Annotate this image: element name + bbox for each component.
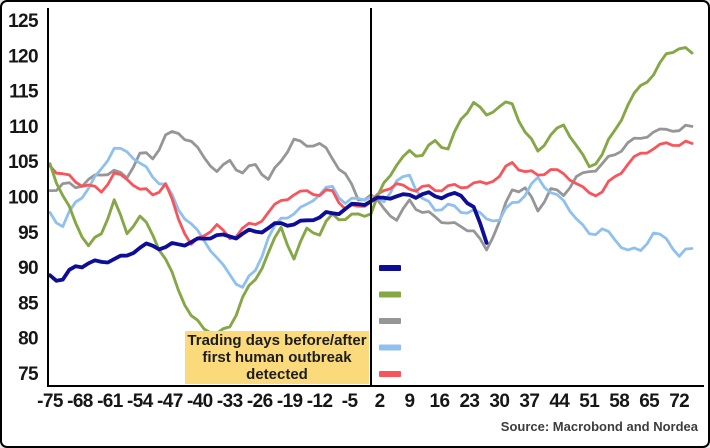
y-tick-label: 110 (9, 117, 38, 138)
y-tick-label: 100 (8, 188, 38, 209)
legend-swatch-red (379, 371, 401, 377)
x-tick-label: 72 (669, 391, 689, 412)
x-tick-label: -61 (97, 391, 124, 412)
x-tick-label: -5 (342, 391, 359, 412)
y-axis-tick-labels: 75 80 85 90 95 100 105 110 115 120 125 (8, 11, 40, 385)
y-tick-label: 120 (8, 46, 38, 67)
x-tick-label: -33 (217, 391, 243, 412)
legend-swatch-dark-blue (379, 265, 401, 271)
x-axis-tick-labels: -75 -68 -61 -54 -47 -40 -33 -26 -19 -12 -5 2 9 16 23 30… (37, 391, 690, 412)
x-tick-label: 23 (459, 391, 479, 412)
y-tick-label: 80 (18, 329, 38, 350)
x-tick-label: 58 (609, 391, 629, 412)
legend-swatch-light-blue (379, 344, 401, 351)
x-tick-label: 51 (579, 391, 600, 412)
y-tick-label: 75 (18, 364, 39, 385)
x-tick-label: -47 (157, 391, 183, 412)
x-tick-label: 2 (375, 391, 385, 412)
annotation-line: first human outbreak (202, 349, 352, 366)
x-tick-label: 37 (519, 391, 539, 412)
y-tick-label: 115 (9, 82, 39, 103)
annotation-box: Trading days before/after first human ou… (185, 331, 369, 384)
legend-swatch-green (379, 291, 401, 298)
y-tick-label: 125 (8, 11, 39, 32)
x-tick-label: -68 (67, 391, 93, 412)
annotation-line: detected (246, 366, 308, 383)
x-tick-label: -40 (187, 391, 213, 412)
x-tick-label: 30 (489, 391, 509, 412)
x-tick-label: 44 (549, 391, 570, 412)
x-tick-label: 65 (639, 391, 660, 412)
annotation-line: Trading days before/after (187, 332, 367, 349)
y-tick-label: 90 (18, 258, 38, 279)
legend (379, 265, 401, 377)
x-tick-label: -75 (37, 391, 64, 412)
x-tick-label: -12 (307, 391, 333, 412)
x-tick-label: 9 (405, 391, 415, 412)
series-line-dark-blue (48, 190, 489, 283)
y-tick-label: 95 (18, 223, 39, 244)
y-tick-label: 85 (18, 293, 39, 314)
x-tick-label: -54 (127, 391, 154, 412)
legend-swatch-gray (379, 318, 401, 324)
source-credit: Source: Macrobond and Nordea (500, 419, 698, 434)
x-tick-label: -26 (247, 391, 273, 412)
x-tick-label: 16 (430, 391, 450, 412)
x-tick-label: -19 (277, 391, 303, 412)
y-tick-label: 105 (8, 152, 39, 173)
